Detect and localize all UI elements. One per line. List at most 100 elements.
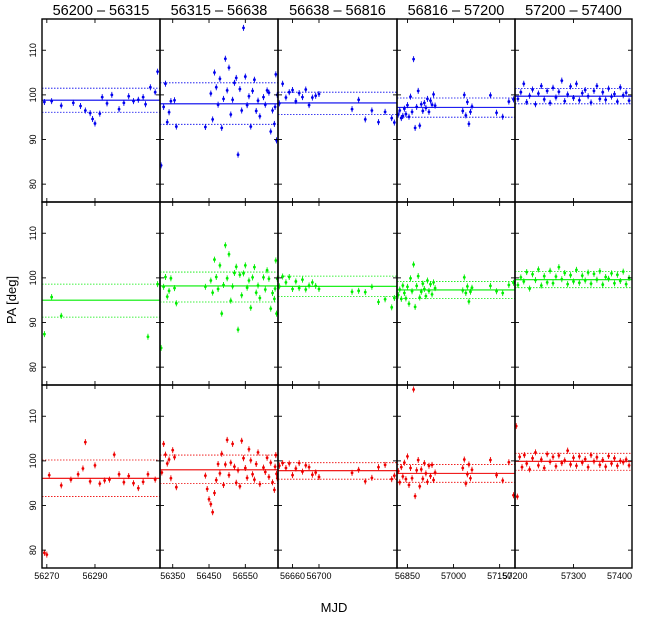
data-point (211, 118, 215, 121)
data-point (539, 284, 543, 287)
data-point (148, 85, 152, 89)
data-point (211, 291, 215, 295)
data-point (251, 276, 254, 279)
data-point (209, 502, 213, 506)
data-point (404, 112, 408, 116)
data-point (383, 297, 387, 301)
data-point (569, 273, 572, 277)
data-point (531, 272, 534, 276)
data-point (489, 93, 492, 97)
data-point (370, 476, 374, 480)
data-point (108, 478, 111, 482)
data-point (93, 122, 97, 125)
data-point (404, 297, 408, 300)
data-point (402, 461, 406, 465)
data-point (512, 97, 515, 101)
data-point (234, 265, 238, 269)
data-point (407, 302, 411, 306)
data-point (98, 482, 102, 486)
data-point (495, 111, 498, 115)
data-point (220, 126, 224, 130)
data-point (592, 459, 596, 463)
data-point (421, 477, 425, 481)
data-point (542, 97, 546, 101)
data-point (243, 75, 247, 78)
data-point (507, 283, 511, 287)
data-point (253, 478, 256, 482)
data-point (401, 284, 405, 287)
data-point (291, 473, 294, 477)
data-point (69, 478, 73, 482)
data-point (461, 109, 465, 113)
data-point (398, 288, 402, 291)
data-point (240, 439, 244, 443)
data-point (262, 95, 265, 99)
data-point (522, 453, 526, 457)
data-point (465, 472, 469, 476)
data-point (534, 450, 537, 454)
data-point (589, 101, 593, 104)
data-point (88, 480, 92, 483)
panel: 56350 56450 56550 (159, 384, 279, 581)
data-point (528, 287, 532, 290)
panel-frame (514, 201, 633, 386)
data-point (572, 280, 575, 283)
data-point (548, 269, 552, 273)
data-point (307, 103, 311, 107)
data-point (274, 72, 278, 76)
data-point (429, 99, 432, 103)
data-point (216, 462, 220, 466)
data-point (467, 122, 471, 126)
data-point (203, 125, 207, 129)
data-point (245, 286, 249, 290)
data-point (59, 314, 63, 318)
data-point (610, 272, 613, 275)
data-point (467, 463, 471, 466)
data-point (421, 282, 425, 286)
data-point (404, 477, 408, 481)
data-point (598, 97, 602, 101)
data-point (160, 471, 164, 474)
data-point (528, 467, 532, 471)
data-point (520, 465, 524, 469)
data-point (127, 94, 131, 98)
data-point (422, 461, 426, 465)
data-point (572, 456, 575, 460)
data-point (575, 82, 578, 86)
data-point (117, 472, 121, 476)
panel-frame (159, 18, 279, 203)
panel-frame (277, 18, 398, 203)
data-point (418, 484, 422, 488)
data-point (297, 91, 301, 95)
x-tick-label: 57150 (487, 571, 512, 581)
data-point (225, 89, 229, 92)
data-point (589, 282, 593, 286)
data-point (557, 265, 561, 269)
data-point (314, 471, 318, 474)
data-point (566, 93, 570, 96)
data-point (621, 93, 625, 97)
data-point (265, 456, 269, 460)
data-point (519, 90, 523, 94)
data-point (59, 484, 63, 487)
data-point (263, 288, 267, 291)
data-point (227, 252, 231, 256)
data-point (165, 295, 169, 299)
data-point (103, 479, 107, 482)
data-point (156, 70, 159, 74)
data-point (258, 114, 262, 118)
data-point (586, 94, 590, 98)
data-point (301, 470, 304, 473)
data-point (287, 90, 291, 94)
data-point (243, 263, 247, 267)
data-point (419, 467, 423, 471)
data-point (262, 466, 265, 469)
data-point (363, 480, 367, 483)
data-point (220, 312, 224, 315)
x-tick-label: 56660 (280, 571, 305, 581)
panel (277, 201, 398, 386)
data-point (604, 98, 608, 102)
data-point (167, 458, 171, 461)
data-point (363, 290, 367, 294)
data-point (469, 476, 472, 480)
